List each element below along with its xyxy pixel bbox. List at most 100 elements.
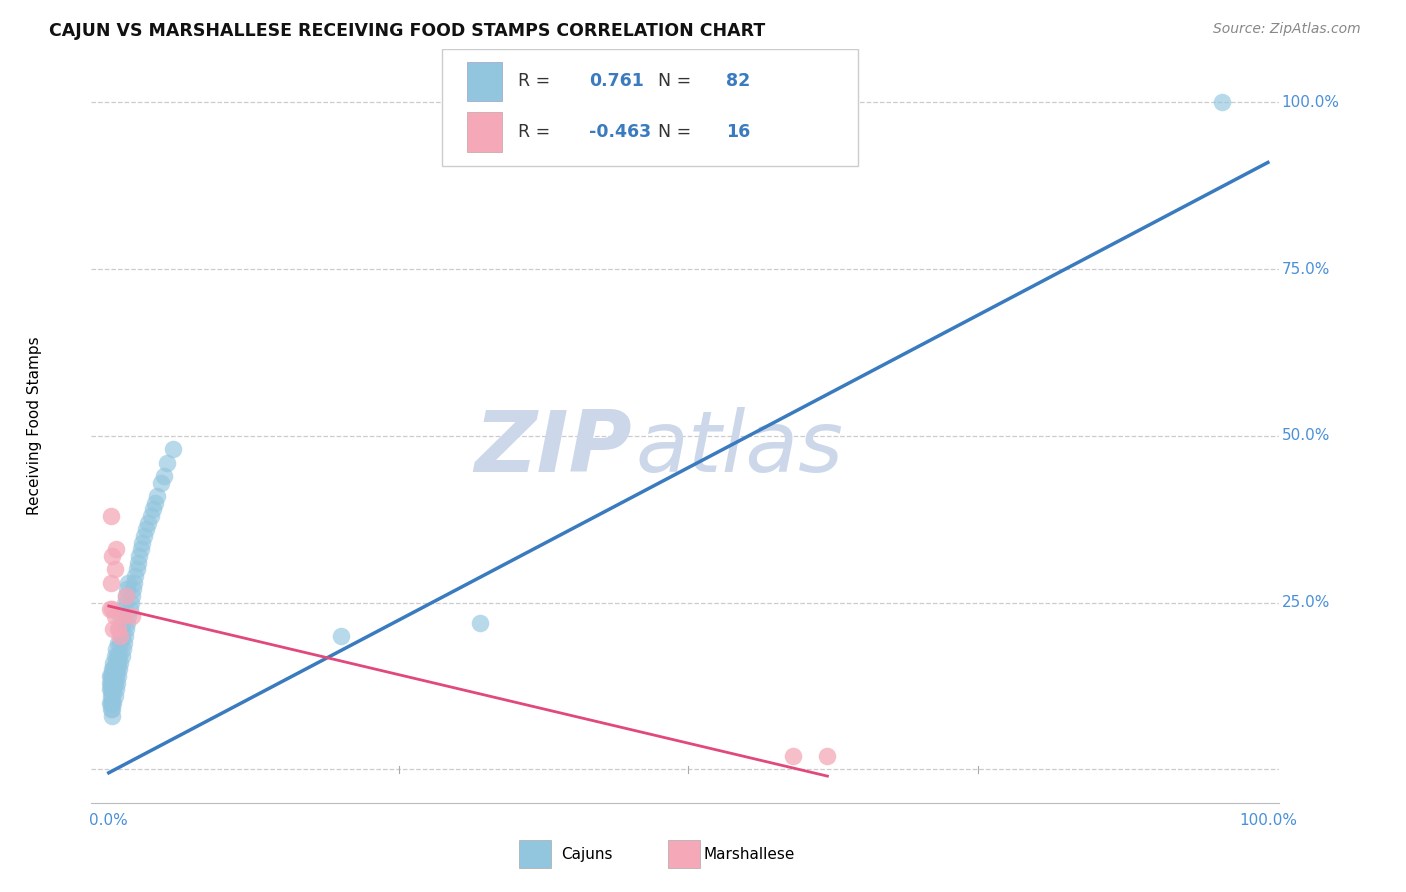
Point xyxy=(115,589,138,603)
Point xyxy=(98,696,121,710)
Point xyxy=(101,689,124,703)
Point xyxy=(117,609,139,624)
Point xyxy=(121,589,143,603)
Point xyxy=(101,602,124,616)
Point xyxy=(468,615,491,630)
Point xyxy=(136,516,159,530)
Point xyxy=(112,602,135,616)
Point xyxy=(107,623,129,637)
Point xyxy=(117,582,139,597)
Point xyxy=(121,609,143,624)
Point xyxy=(117,575,139,590)
Point xyxy=(103,609,125,624)
Point xyxy=(103,696,125,710)
Point xyxy=(1211,95,1233,110)
Text: Receiving Food Stamps: Receiving Food Stamps xyxy=(27,336,42,516)
Point xyxy=(127,556,149,570)
Point xyxy=(110,636,132,650)
Point xyxy=(103,682,125,697)
Point xyxy=(100,675,122,690)
Text: ZIP: ZIP xyxy=(474,407,631,490)
Point xyxy=(105,648,128,663)
Point xyxy=(142,502,165,516)
Point xyxy=(107,656,129,670)
Point xyxy=(156,456,179,470)
Point xyxy=(101,709,124,723)
Point xyxy=(143,495,166,509)
Text: 16: 16 xyxy=(725,123,749,141)
Text: 100.0%: 100.0% xyxy=(1239,813,1296,828)
Point xyxy=(110,656,132,670)
Point xyxy=(98,682,121,697)
Point xyxy=(329,629,352,643)
Text: 0.761: 0.761 xyxy=(589,72,644,90)
Point xyxy=(111,609,134,624)
Point xyxy=(103,656,125,670)
Text: 50.0%: 50.0% xyxy=(1282,428,1330,443)
Text: Marshallese: Marshallese xyxy=(703,847,794,862)
Point xyxy=(114,629,136,643)
Point xyxy=(108,662,131,676)
Point xyxy=(153,469,176,483)
FancyBboxPatch shape xyxy=(467,62,502,101)
Point xyxy=(100,682,122,697)
Point xyxy=(110,609,132,624)
Point xyxy=(104,682,127,697)
Text: Cajuns: Cajuns xyxy=(561,847,612,862)
Point xyxy=(117,615,139,630)
Text: -0.463: -0.463 xyxy=(589,123,651,141)
Point xyxy=(104,642,127,657)
Point xyxy=(100,702,122,716)
Point xyxy=(98,602,121,616)
Point xyxy=(107,636,129,650)
Point xyxy=(139,508,162,523)
Point xyxy=(162,442,184,457)
Point xyxy=(125,562,148,576)
Point xyxy=(124,575,146,590)
Point xyxy=(132,529,155,543)
Point xyxy=(115,623,138,637)
Point xyxy=(114,596,136,610)
Point xyxy=(120,596,142,610)
Point xyxy=(108,623,131,637)
Point xyxy=(124,569,146,583)
Point xyxy=(111,642,134,657)
Point xyxy=(101,682,124,697)
Point xyxy=(100,508,122,523)
Point xyxy=(110,648,132,663)
Point xyxy=(103,689,125,703)
FancyBboxPatch shape xyxy=(668,839,700,869)
Text: 82: 82 xyxy=(725,72,749,90)
Text: CAJUN VS MARSHALLESE RECEIVING FOOD STAMPS CORRELATION CHART: CAJUN VS MARSHALLESE RECEIVING FOOD STAM… xyxy=(49,22,765,40)
Point xyxy=(128,549,150,563)
Text: N =: N = xyxy=(658,123,697,141)
Point xyxy=(782,749,804,764)
Point xyxy=(103,662,125,676)
FancyBboxPatch shape xyxy=(467,112,502,152)
Point xyxy=(105,675,128,690)
Text: atlas: atlas xyxy=(636,407,844,490)
Point xyxy=(118,602,141,616)
Point xyxy=(100,696,122,710)
FancyBboxPatch shape xyxy=(441,49,858,166)
Point xyxy=(115,589,138,603)
Point xyxy=(101,662,124,676)
Point xyxy=(105,662,128,676)
Point xyxy=(122,582,145,597)
Point xyxy=(112,636,135,650)
Point xyxy=(103,562,125,576)
Text: 100.0%: 100.0% xyxy=(1282,95,1340,110)
Point xyxy=(129,542,152,557)
Point xyxy=(103,623,125,637)
Point xyxy=(103,648,125,663)
Point xyxy=(103,675,125,690)
Point xyxy=(101,702,124,716)
Point xyxy=(100,669,122,683)
Text: R =: R = xyxy=(517,72,555,90)
Point xyxy=(101,549,124,563)
Point xyxy=(98,669,121,683)
Point xyxy=(149,475,172,490)
Point xyxy=(104,669,127,683)
Text: 0.0%: 0.0% xyxy=(90,813,128,828)
Point xyxy=(101,675,124,690)
